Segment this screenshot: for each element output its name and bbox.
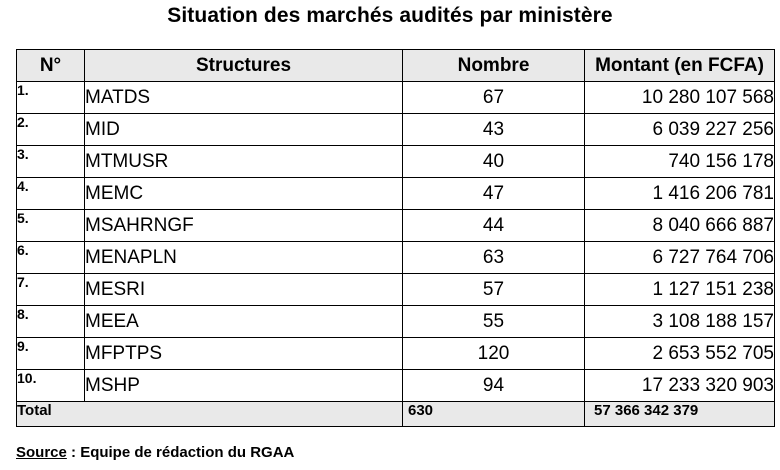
- structure-cell: MFPTPS: [84, 337, 403, 370]
- amount-cell: 1 127 151 238: [584, 273, 775, 306]
- table-row: 4. MEMC 47 1 416 206 781: [16, 177, 775, 210]
- table-row: 10. MSHP 94 17 233 320 903: [16, 369, 775, 402]
- count-cell: 67: [402, 81, 585, 114]
- table-row: 6. MENAPLN 63 6 727 764 706: [16, 241, 775, 274]
- table-footer: Total 630 57 366 342 379: [16, 401, 775, 427]
- structure-cell: MEMC: [84, 177, 403, 210]
- row-number: 6.: [16, 241, 85, 274]
- count-cell: 43: [402, 113, 585, 146]
- structure-cell: MID: [84, 113, 403, 146]
- page-title: Situation des marchés audités par minist…: [167, 4, 613, 27]
- header-structure: Structures: [84, 49, 403, 82]
- table-row: 8. MEEA 55 3 108 188 157: [16, 305, 775, 338]
- amount-cell: 2 653 552 705: [584, 337, 775, 370]
- source-note: Source : Equipe de rédaction du RGAA: [16, 444, 294, 461]
- table-header: N° Structures Nombre Montant (en FCFA): [16, 49, 775, 82]
- amount-cell: 1 416 206 781: [584, 177, 775, 210]
- structure-cell: MSHP: [84, 369, 403, 402]
- table-row: 1. MATDS 67 10 280 107 568: [16, 81, 775, 114]
- row-number: 9.: [16, 337, 85, 370]
- table-row: 5. MSAHRNGF 44 8 040 666 887: [16, 209, 775, 242]
- count-cell: 94: [402, 369, 585, 402]
- amount-cell: 10 280 107 568: [584, 81, 775, 114]
- structure-cell: MEEA: [84, 305, 403, 338]
- row-number: 8.: [16, 305, 85, 338]
- count-cell: 47: [402, 177, 585, 210]
- source-text: : Equipe de rédaction du RGAA: [66, 444, 295, 461]
- total-row: Total 630 57 366 342 379: [16, 401, 775, 427]
- amount-cell: 6 039 227 256: [584, 113, 775, 146]
- structure-cell: MATDS: [84, 81, 403, 114]
- source-label: Source: [16, 444, 67, 461]
- total-label: Total: [16, 401, 403, 427]
- count-cell: 120: [402, 337, 585, 370]
- row-number: 3.: [16, 145, 85, 178]
- row-number: 10.: [16, 369, 85, 402]
- amount-cell: 17 233 320 903: [584, 369, 775, 402]
- structure-cell: MESRI: [84, 273, 403, 306]
- amount-cell: 8 040 666 887: [584, 209, 775, 242]
- structure-cell: MTMUSR: [84, 145, 403, 178]
- structure-cell: MSAHRNGF: [84, 209, 403, 242]
- amount-cell: 3 108 188 157: [584, 305, 775, 338]
- row-number: 5.: [16, 209, 85, 242]
- markets-table: N° Structures Nombre Montant (en FCFA) 1…: [16, 49, 775, 427]
- count-cell: 40: [402, 145, 585, 178]
- total-amount: 57 366 342 379: [584, 401, 775, 427]
- table-row: 3. MTMUSR 40 740 156 178: [16, 145, 775, 178]
- header-count: Nombre: [402, 49, 585, 82]
- total-count: 630: [402, 401, 585, 427]
- amount-cell: 6 727 764 706: [584, 241, 775, 274]
- row-number: 4.: [16, 177, 85, 210]
- row-number: 2.: [16, 113, 85, 146]
- count-cell: 55: [402, 305, 585, 338]
- row-number: 1.: [16, 81, 85, 114]
- table-row: 9. MFPTPS 120 2 653 552 705: [16, 337, 775, 370]
- header-amount: Montant (en FCFA): [584, 49, 775, 82]
- header-num: N°: [16, 49, 85, 82]
- count-cell: 63: [402, 241, 585, 274]
- table-body: 1. MATDS 67 10 280 107 568 2. MID 43 6 039 227 …: [16, 81, 775, 402]
- table-row: 7. MESRI 57 1 127 151 238: [16, 273, 775, 306]
- row-number: 7.: [16, 273, 85, 306]
- structure-cell: MENAPLN: [84, 241, 403, 274]
- amount-cell: 740 156 178: [584, 145, 775, 178]
- count-cell: 57: [402, 273, 585, 306]
- count-cell: 44: [402, 209, 585, 242]
- table-row: 2. MID 43 6 039 227 256: [16, 113, 775, 146]
